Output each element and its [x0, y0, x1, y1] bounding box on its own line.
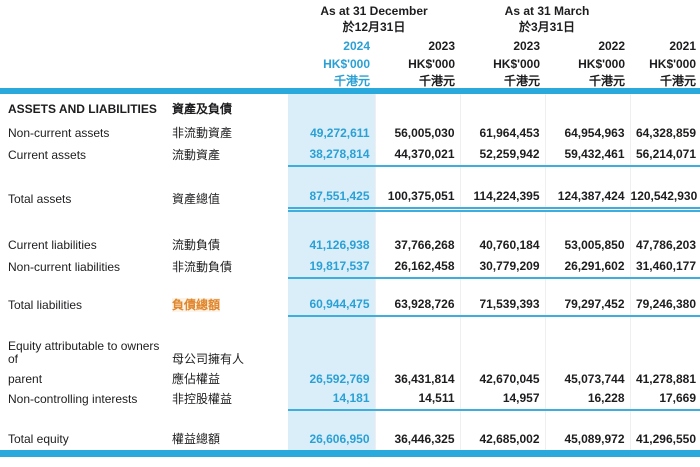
tequity-2023m: 42,685,002	[459, 432, 546, 451]
ncassets-2021: 64,328,859	[629, 121, 700, 144]
tassets-2023d: 100,375,051	[374, 190, 461, 213]
tliab-2023m: 71,539,393	[459, 295, 546, 317]
nci-2023d: 14,511	[374, 390, 461, 412]
group-december-zh: 於12月31日	[342, 20, 406, 35]
section-title-zh: 資產及負債	[172, 101, 233, 116]
unit-hkd: HK$'000	[649, 56, 697, 71]
tequity-2022: 45,089,972	[544, 432, 631, 451]
section-assets-liabilities: ASSETS AND LIABILITIES 資產及負債	[0, 93, 700, 122]
header-years-row: 2024 2023 2023 2022 2021	[0, 36, 700, 53]
cliab-2023d: 37,766,268	[374, 233, 461, 256]
ncliab-2022: 26,291,602	[544, 255, 631, 279]
cliab-2021: 47,786,203	[629, 233, 700, 256]
header-group-row: As at 31 December As at 31 March	[0, 0, 700, 18]
spacer	[0, 209, 700, 234]
spacer	[0, 410, 700, 433]
spacer	[0, 315, 700, 340]
bottom-accent-bar	[0, 450, 700, 458]
cassets-2022: 59,432,461	[544, 143, 631, 167]
unit-zh: 千港元	[504, 73, 541, 88]
cassets-2021: 56,214,071	[629, 143, 700, 167]
nci-2021: 17,669	[629, 390, 700, 412]
cliab-2024: 41,126,938	[288, 233, 375, 256]
tliab-2021: 79,246,380	[629, 295, 700, 317]
tassets-2023m: 114,224,395	[459, 190, 546, 213]
unit-hkd-2024: HK$'000	[323, 56, 370, 71]
ncliab-2024: 19,817,537	[288, 255, 375, 279]
unit-zh-2024: 千港元	[333, 73, 370, 88]
row-equity-owners-line2: parent 應佔權益 26,592,769 36,431,814 42,670…	[0, 370, 700, 391]
unit-hkd: HK$'000	[408, 56, 456, 71]
ncassets-2023d: 56,005,030	[374, 121, 461, 144]
year-2023-dec: 2023	[428, 39, 456, 54]
year-2024: 2024	[343, 39, 370, 54]
group-december-en: As at 31 December	[320, 4, 428, 18]
ncassets-2022: 64,954,963	[544, 121, 631, 144]
equity-2023d: 36,431,814	[374, 370, 461, 391]
cliab-2022: 53,005,850	[544, 233, 631, 256]
unit-hkd: HK$'000	[493, 56, 541, 71]
equity-2024: 26,592,769	[288, 370, 375, 391]
unit-zh: 千港元	[589, 73, 626, 88]
cassets-2023m: 52,259,942	[459, 143, 546, 167]
cassets-2023d: 44,370,021	[374, 143, 461, 167]
row-total-equity: Total equity 權益總額 26,606,950 36,446,325 …	[0, 432, 700, 451]
row-equity-owners-line1: Equity attributable to owners of 母公司擁有人	[0, 339, 700, 371]
equity-2021: 41,278,881	[629, 370, 700, 391]
year-2022: 2022	[598, 39, 626, 54]
nci-2023m: 14,957	[459, 390, 546, 412]
cliab-2023m: 40,760,184	[459, 233, 546, 256]
top-accent-bar	[0, 87, 700, 94]
year-2021: 2021	[669, 39, 697, 54]
tassets-2021: 120,542,930	[629, 190, 700, 213]
year-2023-mar: 2023	[513, 39, 541, 54]
nci-2022: 16,228	[544, 390, 631, 412]
row-non-current-assets: Non-current assets 非流動資產 49,272,611 56,0…	[0, 121, 700, 144]
spacer	[0, 277, 700, 296]
tequity-2023d: 36,446,325	[374, 432, 461, 451]
header-unit-row: HK$'000 HK$'000 HK$'000 HK$'000 HK$'000	[0, 54, 700, 71]
nci-2024: 14,181	[288, 390, 375, 412]
tassets-2024: 87,551,425	[288, 190, 375, 213]
row-current-assets: Current assets 流動資產 38,278,814 44,370,02…	[0, 143, 700, 167]
row-non-current-liabilities: Non-current liabilities 非流動負債 19,817,537…	[0, 255, 700, 279]
spacer	[0, 165, 700, 190]
group-march-en: As at 31 March	[504, 4, 590, 18]
equity-2023m: 42,670,045	[459, 370, 546, 391]
tliab-2024: 60,944,475	[288, 295, 375, 317]
unit-zh: 千港元	[419, 73, 456, 88]
ncliab-2023d: 26,162,458	[374, 255, 461, 279]
ncassets-2023m: 61,964,453	[459, 121, 546, 144]
ncliab-2023m: 30,779,209	[459, 255, 546, 279]
tequity-2021: 41,296,550	[629, 432, 700, 451]
header-group-zh-row: 於12月31日 於3月31日	[0, 18, 700, 36]
section-title-en: ASSETS AND LIABILITIES	[8, 101, 157, 116]
group-march-zh: 於3月31日	[519, 20, 576, 35]
unit-zh: 千港元	[660, 73, 697, 88]
row-current-liabilities: Current liabilities 流動負債 41,126,938 37,7…	[0, 233, 700, 256]
tassets-2022: 124,387,424	[544, 190, 631, 213]
tequity-2024: 26,606,950	[288, 432, 375, 451]
ncliab-2021: 31,460,177	[629, 255, 700, 279]
tliab-2023d: 63,928,726	[374, 295, 461, 317]
row-total-assets: Total assets 資產總值 87,551,425 100,375,051…	[0, 190, 700, 213]
equity-2022: 45,073,744	[544, 370, 631, 391]
total-liabilities-zh-highlighted: 負債總額	[172, 297, 221, 312]
header-unit-zh-row: 千港元 千港元 千港元 千港元 千港元	[0, 71, 700, 88]
row-non-controlling-interests: Non-controlling interests 非控股權益 14,181 1…	[0, 390, 700, 412]
tliab-2022: 79,297,452	[544, 295, 631, 317]
cassets-2024: 38,278,814	[288, 143, 375, 167]
ncassets-2024: 49,272,611	[288, 121, 375, 144]
unit-hkd: HK$'000	[578, 56, 626, 71]
row-total-liabilities: Total liabilities 負債總額 60,944,475 63,928…	[0, 295, 700, 317]
